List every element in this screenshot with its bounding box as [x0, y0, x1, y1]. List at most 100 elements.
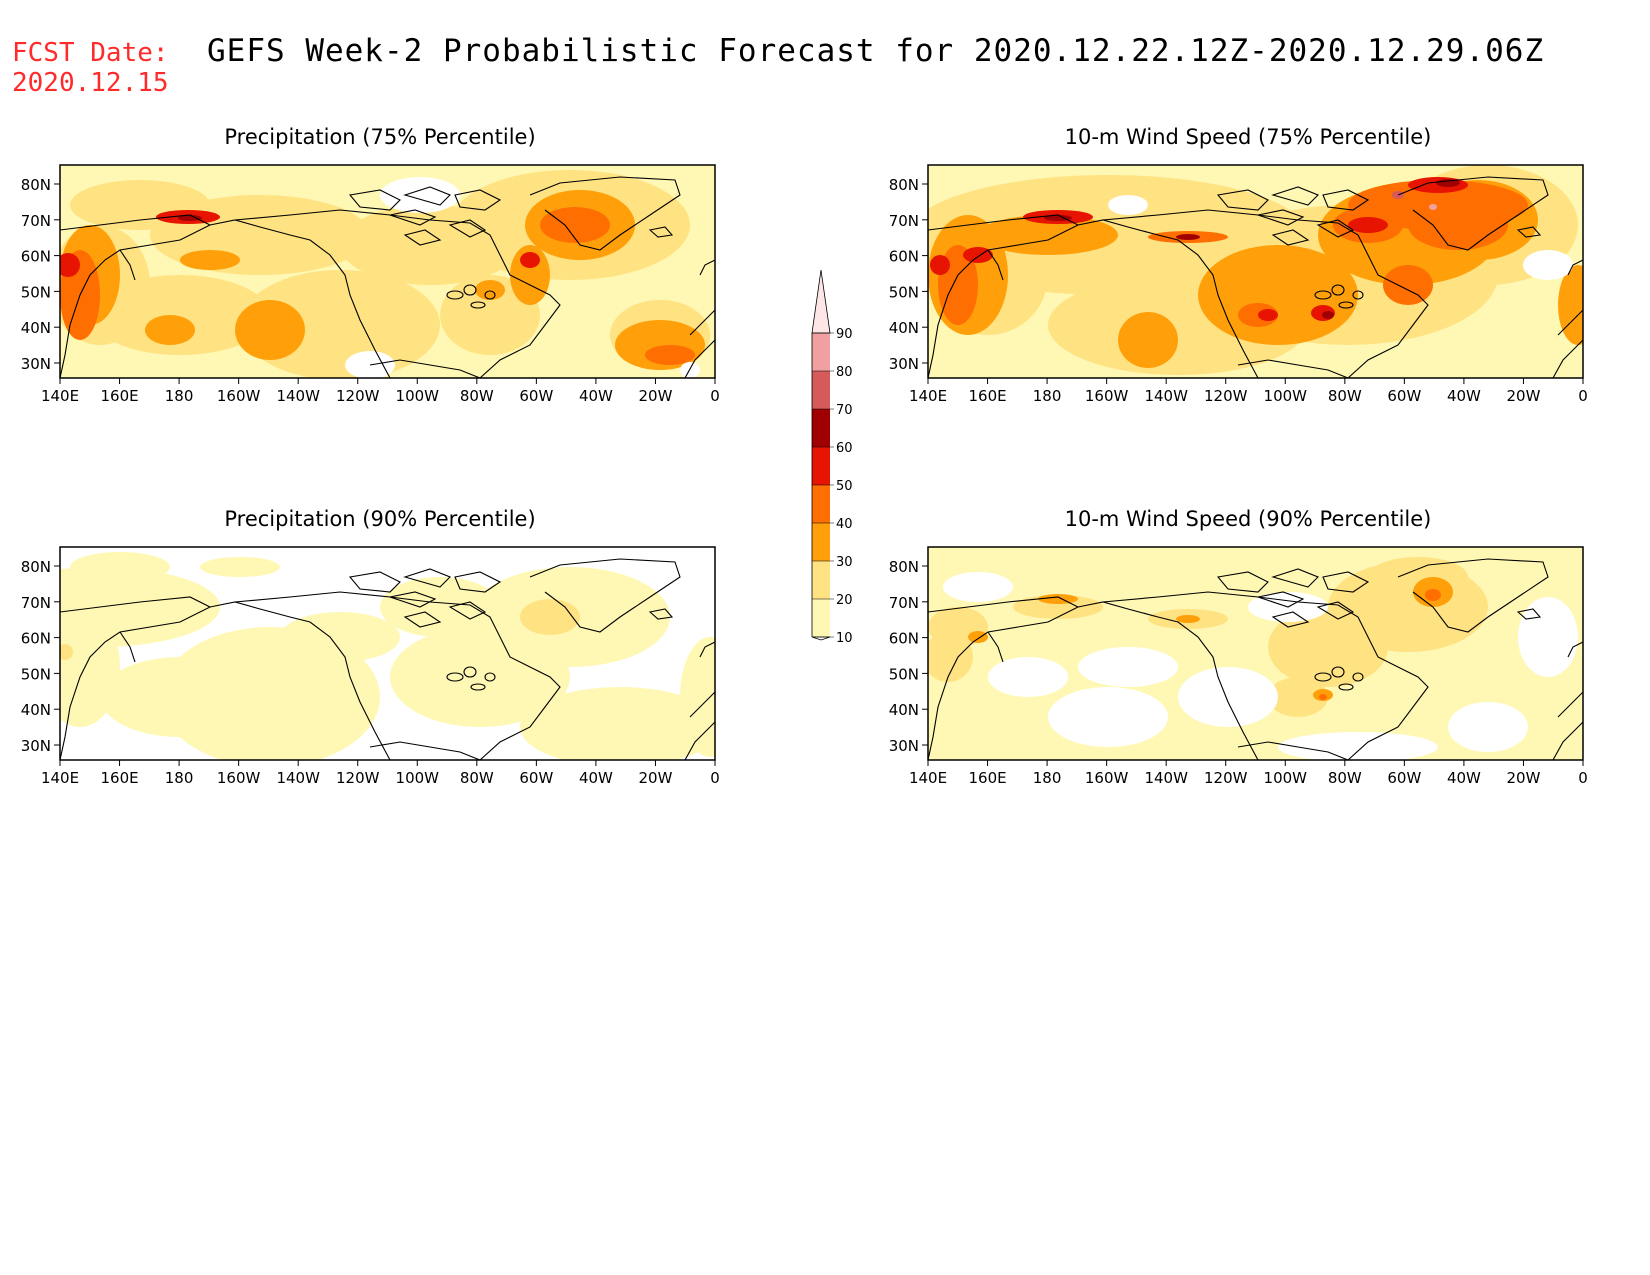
legend-label: 70	[836, 403, 853, 418]
shading-c20	[1013, 595, 1103, 619]
coastline	[209, 601, 391, 760]
island-outline	[648, 608, 674, 620]
shading-c20	[440, 275, 540, 355]
shading-c40	[1319, 694, 1327, 700]
map-panel-precip-90: Precipitation (90% Percentile) 80N 70N 60N…	[0, 507, 760, 847]
panel-title: Precipitation (90% Percentile)	[224, 507, 536, 531]
panel-title: 10-m Wind Speed (90% Percentile)	[1064, 507, 1432, 531]
map-frame	[59, 164, 716, 379]
coastline	[699, 259, 715, 276]
lon-tick-label: 140E	[41, 769, 79, 787]
shading-c60	[1176, 234, 1200, 240]
legend-box-c50	[812, 447, 830, 485]
coastline	[1567, 259, 1583, 276]
island-outline	[648, 226, 674, 238]
coastline	[689, 691, 715, 718]
lon-tick-label: 100W	[1264, 387, 1308, 405]
island-outline	[403, 186, 451, 206]
lon-tick-label: 0	[1578, 769, 1588, 787]
lon-tick-label: 0	[1578, 387, 1588, 405]
lon-tick-label: 0	[710, 387, 720, 405]
coastline	[1557, 691, 1583, 718]
legend-box-c80	[812, 333, 830, 371]
island-outline	[1271, 186, 1319, 206]
lat-tick-label: 30N	[21, 737, 51, 755]
legend-label: 30	[836, 555, 853, 570]
lon-tick-label: 140E	[41, 387, 79, 405]
lon-tick-label: 60W	[519, 769, 553, 787]
map-svg: 80N 70N 60N 50N 40N 30N 140E 160E 180 160W 140W 120…	[889, 164, 1588, 405]
legend-label: 90	[836, 327, 853, 342]
lake-outline	[484, 672, 496, 682]
lon-tick-label: 20W	[638, 769, 672, 787]
coastline	[529, 558, 681, 633]
lon-tick-label: 140E	[909, 769, 947, 787]
lon-tick-label: 80W	[1328, 387, 1362, 405]
island-outline	[448, 601, 487, 620]
island-outline	[454, 571, 502, 593]
shading-c50	[930, 255, 950, 275]
lake-outline	[1338, 683, 1354, 691]
coastline	[1397, 176, 1549, 251]
legend-box-c40	[812, 485, 830, 523]
shading-c10	[280, 612, 400, 662]
shading-c10	[520, 687, 715, 760]
lake-outline	[446, 290, 464, 300]
lake-outline	[484, 290, 496, 300]
lake-outline	[1314, 672, 1332, 682]
lon-tick-label: 140W	[276, 769, 320, 787]
lat-tick-label: 60N	[889, 630, 919, 648]
coastline	[119, 249, 136, 281]
island-outline	[1255, 209, 1305, 226]
lat-tick-label: 80N	[889, 558, 919, 576]
coastline	[234, 209, 561, 378]
shading-c60	[1436, 179, 1460, 187]
island-outline	[1271, 568, 1319, 588]
shading-none	[1078, 647, 1178, 687]
lon-tick-label: 180	[165, 387, 194, 405]
shading-c20	[520, 599, 580, 635]
coastlines	[928, 558, 1583, 760]
shading-c40	[1383, 265, 1433, 305]
island-outline	[1322, 571, 1370, 593]
shading-none	[1108, 195, 1148, 215]
lon-tick-label: 120W	[1204, 387, 1248, 405]
lat-tick-label: 40N	[889, 701, 919, 719]
page-title: GEFS Week-2 Probabilistic Forecast for 2…	[207, 33, 1545, 69]
lon-tick-label: 20W	[638, 387, 672, 405]
shading-c20	[60, 644, 73, 660]
lake-outline	[463, 284, 477, 296]
shading-c50	[60, 253, 80, 277]
shading-c30	[180, 250, 240, 270]
shading-none	[988, 657, 1068, 697]
lon-tick-label: 160E	[100, 769, 138, 787]
coastline	[1102, 209, 1429, 378]
shading-c30	[1038, 594, 1078, 604]
legend-box-c70	[812, 371, 830, 409]
probability-shading	[928, 547, 1583, 760]
shading-c40	[1425, 589, 1441, 601]
island-outline	[348, 571, 401, 593]
island-outline	[403, 229, 442, 246]
map-field: 80N 70N 60N 50N 40N 30N 140E 160E 180 160W 140W 120…	[21, 164, 720, 405]
lat-tick-label: 80N	[889, 176, 919, 194]
map-frame	[59, 546, 716, 761]
probability-shading	[60, 165, 715, 378]
coastlines	[60, 176, 715, 378]
shading-none	[943, 572, 1013, 602]
map-svg: 80N 70N 60N 50N 40N 30N 140E 160E 180 160W 140W 120…	[889, 546, 1588, 787]
legend-box-c20	[812, 561, 830, 599]
island-outline	[1216, 571, 1269, 593]
lat-tick-label: 50N	[21, 665, 51, 683]
shading-c30	[1176, 615, 1200, 623]
lat-tick-label: 70N	[21, 594, 51, 612]
legend-label: 60	[836, 441, 853, 456]
lon-tick-label: 40W	[579, 387, 613, 405]
coastline	[1557, 309, 1583, 336]
coastline	[1397, 558, 1549, 633]
shading-c10	[380, 577, 500, 637]
legend-label: 20	[836, 593, 853, 608]
lat-tick-label: 30N	[889, 355, 919, 373]
forecast-date-block: FCST Date: 2020.12.15	[12, 38, 169, 98]
coastline	[987, 249, 1004, 281]
